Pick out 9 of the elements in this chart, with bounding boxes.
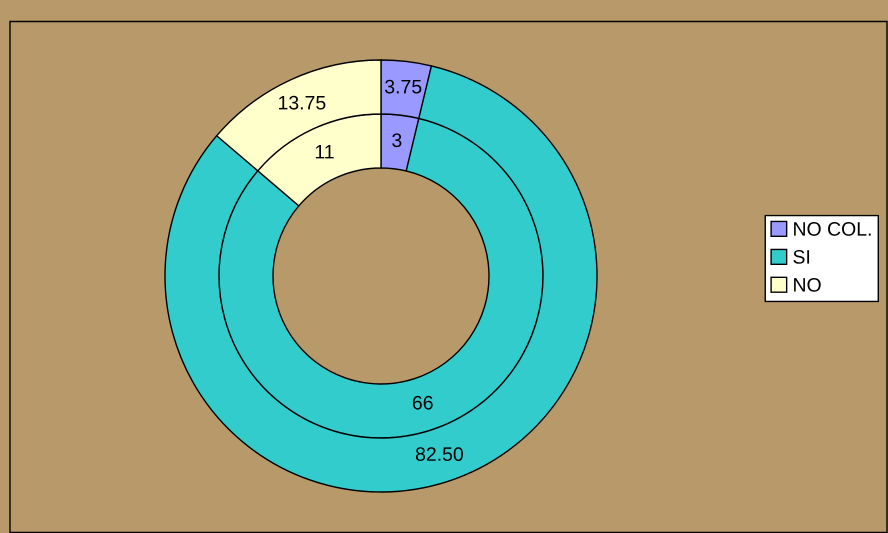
legend-label: NO COL. (794, 222, 871, 236)
data-label: 11 (316, 145, 334, 158)
data-label: 3 (392, 133, 402, 148)
data-label: 82.50 (416, 447, 463, 461)
data-label: 3.75 (385, 80, 422, 94)
data-label: 13.75 (279, 96, 326, 110)
data-label: 66 (412, 396, 433, 410)
legend-label: SI (793, 250, 810, 264)
legend-label: NO (794, 278, 821, 292)
